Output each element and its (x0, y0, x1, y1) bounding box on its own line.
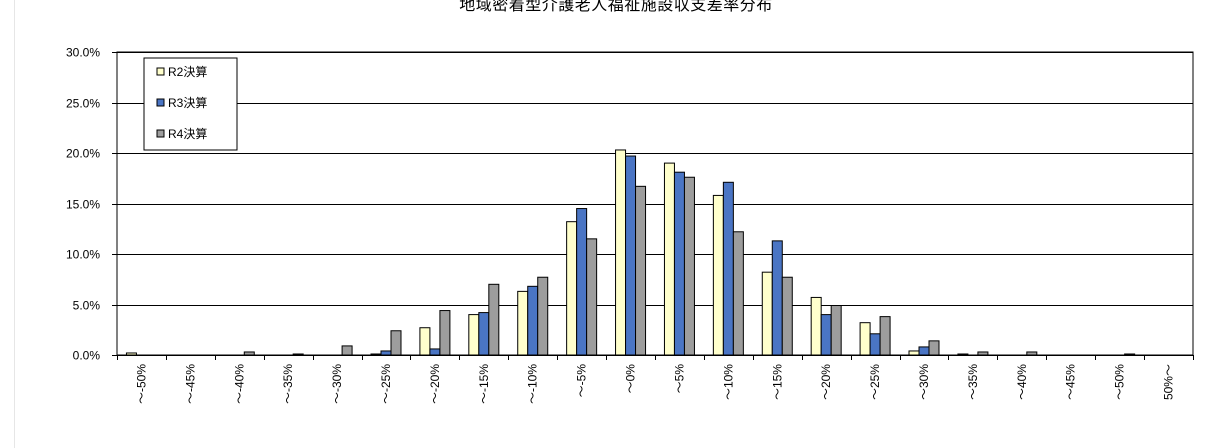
x-tick-label: ～0% (624, 364, 638, 394)
bar-R3決算-～15% (771, 240, 783, 356)
bar-R2決算-～-5% (566, 221, 578, 356)
legend: R2決算 R3決算 R4決算 (143, 57, 238, 151)
y-tick-label: 15.0% (66, 198, 100, 212)
bar-R4決算-～50% (1124, 353, 1136, 356)
legend-swatch (156, 67, 165, 76)
bar-R2決算-～-50% (125, 352, 137, 356)
x-tick-label: ～-40% (232, 364, 246, 404)
bar-R4決算-～-30% (341, 345, 353, 356)
bar-R2決算-～5% (663, 162, 675, 356)
x-tick-label: ～15% (770, 364, 784, 400)
bar-R4決算-～0% (635, 185, 647, 356)
x-tick-label: ～40% (1015, 364, 1029, 400)
bar-R2決算-～-20% (419, 327, 431, 356)
bar-R4決算-～15% (781, 276, 793, 356)
plot-area (116, 51, 1194, 356)
bar-R4決算-～40% (1026, 351, 1038, 356)
bar-R3決算-～20% (820, 314, 832, 356)
x-tick-label: ～30% (917, 364, 931, 400)
legend-swatch (156, 129, 165, 138)
legend-label: R4決算 (168, 126, 207, 141)
y-tick-label: 30.0% (66, 46, 100, 60)
x-tick-label: ～-30% (330, 364, 344, 404)
x-tick-label: ～35% (966, 364, 980, 400)
bar-R3決算-～-5% (576, 208, 588, 356)
legend-swatch (156, 98, 165, 107)
y-tick-label: 5.0% (73, 299, 101, 313)
x-tick-label: 50%～ (1162, 364, 1176, 400)
bar-R2決算-～0% (615, 149, 627, 356)
x-tick-label: ～-20% (428, 364, 442, 404)
bar-R3決算-～0% (625, 155, 637, 356)
bar-R2決算-～35% (957, 353, 969, 356)
bar-R4決算-～35% (977, 351, 989, 356)
bar-R4決算-～-20% (439, 310, 451, 356)
bar-R4決算-～-15% (488, 283, 500, 356)
bar-R3決算-～25% (869, 333, 881, 356)
x-tick-label: ～-5% (575, 364, 589, 398)
bar-R2決算-～-15% (468, 314, 480, 356)
bar-R2決算-～15% (761, 271, 773, 356)
x-tick-label: ～25% (868, 364, 882, 400)
bar-R2決算-～30% (908, 350, 920, 356)
bar-R4決算-～20% (830, 305, 842, 356)
bar-R2決算-～10% (712, 194, 724, 356)
page-border (14, 0, 15, 448)
y-tick-labels: 0.0% 5.0% 10.0% 15.0% 20.0% 25.0% 30.0% (66, 46, 100, 363)
bar-R4決算-～25% (879, 316, 891, 356)
bar-R4決算-～-40% (243, 351, 255, 356)
bar-R3決算-～-25% (380, 350, 392, 356)
legend-label: R2決算 (168, 64, 207, 79)
bar-R4決算-～-5% (586, 238, 598, 356)
x-tick-label: ～-15% (477, 364, 491, 404)
x-tick-label: ～-10% (526, 364, 540, 404)
bar-R2決算-～-10% (517, 290, 529, 356)
bar-R3決算-～5% (673, 171, 685, 356)
x-tick-labels: ～-50% ～-45% ～-40% ～-35% ～-30% ～-25% ～-20% ～-15%… (134, 364, 1175, 404)
gridlines (116, 51, 1194, 356)
bar-R3決算-～-20% (429, 348, 441, 356)
y-tick-label: 10.0% (66, 248, 100, 262)
x-tick-label: ～10% (721, 364, 735, 400)
bar-R2決算-～-25% (370, 353, 382, 356)
x-tick-label: ～-50% (134, 364, 148, 404)
bar-R4決算-～10% (732, 231, 744, 356)
y-tick-label: 20.0% (66, 147, 100, 161)
bar-R3決算-～-15% (478, 312, 490, 356)
bar-R4決算-～30% (928, 340, 940, 356)
x-tick-label: ～-25% (379, 364, 393, 404)
x-tick-label: ～20% (819, 364, 833, 400)
axes (112, 52, 1194, 360)
bar-R4決算-～-25% (390, 330, 402, 356)
bar-R2決算-～20% (810, 296, 822, 356)
x-tick-label: ～45% (1064, 364, 1078, 400)
bar-R2決算-～25% (859, 322, 871, 356)
x-tick-label: ～-45% (183, 364, 197, 404)
x-tick-label: ～-35% (281, 364, 295, 404)
bar-R3決算-～10% (722, 181, 734, 356)
chart-title: 地域密着型介護老人福祉施設収支差率分布 (459, 0, 773, 14)
bar-R3決算-～30% (918, 346, 930, 356)
bar-R4決算-～5% (683, 176, 695, 356)
x-tick-label: ～50% (1113, 364, 1127, 400)
y-tick-label: 25.0% (66, 97, 100, 111)
y-tick-label: 0.0% (73, 349, 101, 363)
legend-label: R3決算 (168, 95, 207, 110)
bar-R4決算-～-35% (292, 353, 304, 356)
bar-R3決算-～-10% (527, 285, 539, 356)
bar-R4決算-～-10% (537, 276, 549, 356)
x-tick-label: ～5% (672, 364, 686, 394)
